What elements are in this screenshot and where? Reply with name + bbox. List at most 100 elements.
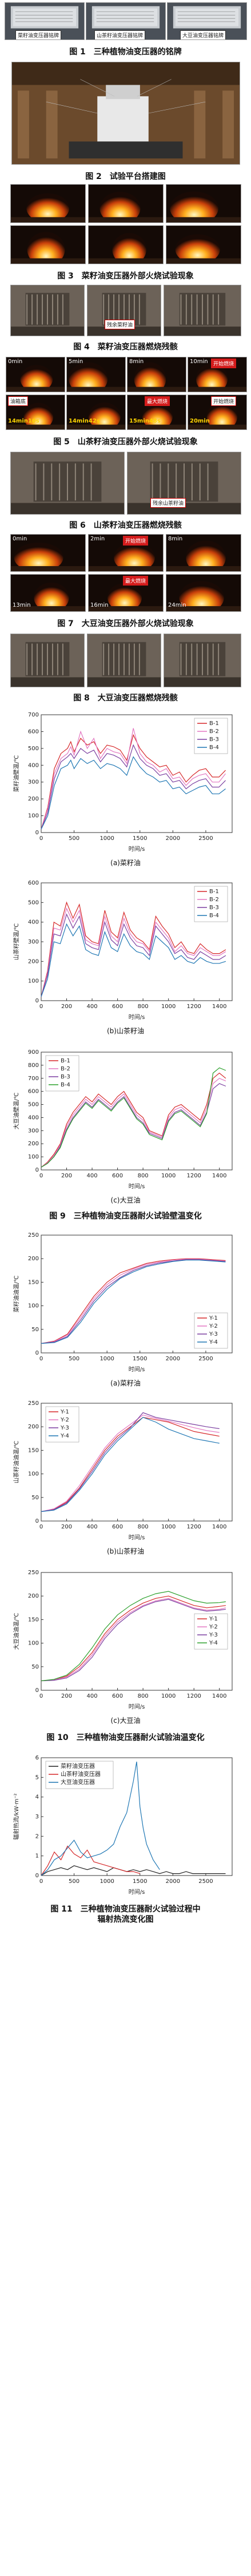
y-axis-label: 大豆油壁温/℃ bbox=[13, 1093, 20, 1130]
fire-graphic bbox=[11, 185, 85, 222]
debris-photo: 残余菜籽油 bbox=[87, 285, 161, 336]
subfigure-caption: (b)山茶籽油 bbox=[107, 1547, 144, 1555]
x-axis-label: 时间/s bbox=[129, 1534, 145, 1541]
legend-entry: B-1 bbox=[61, 1058, 70, 1064]
x-tick-label: 800 bbox=[138, 1524, 149, 1530]
event-label: 最大燃烧 bbox=[123, 576, 149, 586]
figure-caption: 图 7 大豆油变压器外部火烧试验现象 bbox=[57, 619, 194, 628]
y-tick-label: 5 bbox=[35, 1774, 39, 1781]
series-line bbox=[41, 1412, 220, 1512]
y-tick-label: 200 bbox=[28, 1424, 39, 1430]
series-line bbox=[41, 1845, 140, 1876]
legend-entry: Y-3 bbox=[209, 1632, 218, 1638]
series-line bbox=[41, 1865, 226, 1876]
subfigure-caption: (c)大豆油 bbox=[110, 1196, 141, 1204]
legend-entry: B-4 bbox=[209, 913, 219, 919]
nameplate-label: 大豆油变压器铭牌 bbox=[180, 30, 226, 39]
fire-photo bbox=[10, 225, 86, 264]
x-axis-label: 时间/s bbox=[129, 1703, 145, 1710]
y-tick-label: 500 bbox=[28, 746, 39, 752]
legend-entry: 菜籽油变压器 bbox=[61, 1762, 95, 1770]
series-line bbox=[41, 1595, 226, 1682]
legend-entry: Y-3 bbox=[60, 1425, 69, 1431]
chart-wall-temp-camellia: 0 200 400 600 800 1000 1200 1400 0 100 200 300 400 50… bbox=[11, 875, 246, 1024]
debris-graphic bbox=[87, 634, 161, 687]
fire-photo: 8min bbox=[166, 534, 241, 572]
nameplate-photo-rapeseed: 菜籽油变压器铭牌 bbox=[5, 2, 85, 40]
series-line bbox=[41, 1599, 226, 1682]
legend-entry: B-1 bbox=[209, 720, 219, 727]
series-line bbox=[41, 1260, 226, 1344]
fire-graphic bbox=[166, 185, 241, 222]
x-tick-label: 1500 bbox=[133, 1878, 147, 1885]
x-tick-label: 0 bbox=[39, 1356, 43, 1362]
x-axis-label: 时间/s bbox=[129, 1013, 145, 1021]
x-tick-label: 1000 bbox=[161, 1693, 176, 1699]
chart-svg: 0 200 400 600 800 1000 1200 1400 0 50 100 150 200 250… bbox=[13, 1570, 233, 1710]
series-line bbox=[41, 1591, 226, 1682]
event-label: 开始燃烧 bbox=[211, 396, 237, 406]
time-label: 24min bbox=[168, 602, 186, 608]
debris-photo: 残余山茶籽油 bbox=[127, 452, 241, 515]
legend-entry: Y-1 bbox=[209, 1315, 218, 1321]
y-tick-label: 100 bbox=[28, 978, 39, 985]
figure-caption: 图 5 山茶籽油变压器外部火烧试验现象 bbox=[53, 437, 198, 447]
plot-frame bbox=[41, 1052, 233, 1170]
legend: Y-1 Y-2 Y-3 Y-4 bbox=[194, 1312, 228, 1349]
x-tick-label: 1000 bbox=[161, 1524, 176, 1530]
fire-photo: 15min48s 最大燃烧 bbox=[127, 395, 186, 430]
debris-graphic bbox=[11, 285, 84, 336]
y-tick-label: 600 bbox=[28, 1089, 39, 1095]
legend: B-1 B-2 B-3 B-4 bbox=[45, 1055, 79, 1092]
y-tick-label: 50 bbox=[31, 1495, 39, 1501]
event-label: 开始燃烧 bbox=[211, 359, 237, 368]
x-tick-label: 0 bbox=[39, 835, 43, 842]
fire-photo bbox=[166, 184, 241, 223]
x-tick-label: 500 bbox=[69, 1356, 79, 1362]
x-tick-label: 600 bbox=[112, 1693, 123, 1699]
legend-entry: Y-2 bbox=[209, 1624, 218, 1630]
x-tick-label: 1000 bbox=[99, 1356, 114, 1362]
fire-graphic bbox=[11, 226, 85, 264]
legend: Y-1 Y-2 Y-3 Y-4 bbox=[194, 1613, 228, 1650]
x-tick-label: 400 bbox=[87, 1524, 98, 1530]
fire-graphic bbox=[188, 395, 246, 429]
figure-caption: 图 11 三种植物油变压器耐火试验过程中 辐射热流变化图 bbox=[50, 1905, 201, 1924]
fire-photo bbox=[166, 225, 241, 264]
y-axis-label: 菜籽油油温/℃ bbox=[13, 1276, 20, 1313]
subfigure-caption: (a)菜籽油 bbox=[110, 1379, 141, 1387]
fire-photo: 14min42s bbox=[66, 395, 126, 430]
legend-entry: B-3 bbox=[209, 736, 219, 743]
event-label: 油箱底 bbox=[8, 396, 29, 406]
x-tick-label: 800 bbox=[138, 1693, 149, 1699]
y-axis-label: 菜籽油壁温/℃ bbox=[13, 755, 20, 793]
y-tick-label: 2 bbox=[35, 1833, 39, 1840]
y-tick-label: 400 bbox=[28, 1114, 39, 1121]
series-line bbox=[41, 744, 226, 830]
series-line bbox=[41, 1067, 226, 1168]
fire-graphic bbox=[89, 535, 163, 571]
time-label: 10min bbox=[190, 359, 208, 365]
legend-box bbox=[45, 1761, 114, 1789]
y-tick-label: 200 bbox=[28, 1593, 39, 1599]
y-tick-label: 400 bbox=[28, 919, 39, 926]
x-tick-label: 1500 bbox=[133, 835, 147, 842]
x-tick-label: 2500 bbox=[198, 1878, 213, 1885]
fire-graphic bbox=[89, 185, 163, 222]
x-tick-label: 600 bbox=[112, 1524, 123, 1530]
x-tick-label: 1000 bbox=[161, 1004, 176, 1010]
x-tick-label: 0 bbox=[39, 1878, 43, 1885]
legend: B-1 B-2 B-3 B-4 bbox=[194, 886, 228, 922]
fire-photo bbox=[88, 225, 164, 264]
y-tick-label: 50 bbox=[31, 1327, 39, 1333]
y-tick-label: 0 bbox=[35, 1167, 39, 1173]
legend-entry: Y-4 bbox=[60, 1433, 69, 1439]
legend-entry: B-2 bbox=[209, 728, 219, 735]
y-tick-label: 0 bbox=[35, 1873, 39, 1879]
y-axis-label: 山茶籽油油温/℃ bbox=[13, 1441, 20, 1484]
fire-graphic bbox=[89, 226, 163, 264]
legend-entry: Y-1 bbox=[209, 1616, 218, 1622]
figure-caption: 图 4 菜籽油变压器燃烧残骸 bbox=[73, 343, 178, 352]
nameplate-photo-soybean: 大豆油变压器铭牌 bbox=[167, 2, 247, 40]
legend-entry: 大豆油变压器 bbox=[61, 1778, 95, 1786]
